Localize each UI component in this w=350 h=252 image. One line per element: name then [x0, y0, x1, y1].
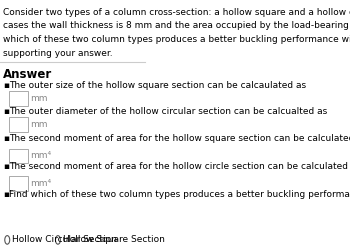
- FancyBboxPatch shape: [9, 149, 28, 163]
- Circle shape: [5, 236, 10, 244]
- Text: ▪: ▪: [4, 81, 10, 90]
- Text: which of these two column types produces a better buckling performance with rele: which of these two column types produces…: [3, 35, 350, 44]
- Text: cases the wall thickness is 8 mm and the area occupied by the load-bearing mater: cases the wall thickness is 8 mm and the…: [3, 21, 350, 30]
- Text: The second moment of area for the hollow square section can be calculated as: The second moment of area for the hollow…: [9, 134, 350, 143]
- Text: mm⁴: mm⁴: [30, 179, 51, 188]
- FancyBboxPatch shape: [9, 117, 28, 132]
- Text: supporting your answer.: supporting your answer.: [3, 49, 112, 58]
- Text: Hollow Square Section: Hollow Square Section: [63, 235, 164, 244]
- Text: The outer diameter of the hollow circular section can be calcualted as: The outer diameter of the hollow circula…: [9, 107, 327, 116]
- Text: Find which of these two column types produces a better buckling performance.: Find which of these two column types pro…: [9, 190, 350, 199]
- FancyBboxPatch shape: [9, 91, 28, 106]
- Text: The second moment of area for the hollow circle section can be calculated as: The second moment of area for the hollow…: [9, 162, 350, 171]
- Text: mm: mm: [30, 94, 47, 103]
- Text: ▪: ▪: [4, 162, 10, 171]
- Text: ▪: ▪: [4, 134, 10, 143]
- Text: ▪: ▪: [4, 190, 10, 199]
- Text: Consider two types of a column cross-section: a hollow square and a hollow circu: Consider two types of a column cross-sec…: [3, 8, 350, 17]
- FancyBboxPatch shape: [9, 176, 28, 191]
- Text: mm: mm: [30, 120, 47, 129]
- Circle shape: [55, 236, 61, 244]
- Text: Hollow Circular Section: Hollow Circular Section: [12, 235, 117, 244]
- Text: The outer size of the hollow square section can be calcaulated as: The outer size of the hollow square sect…: [9, 81, 306, 90]
- Text: ▪: ▪: [4, 107, 10, 116]
- Text: Answer: Answer: [3, 68, 52, 81]
- Text: mm⁴: mm⁴: [30, 151, 51, 161]
